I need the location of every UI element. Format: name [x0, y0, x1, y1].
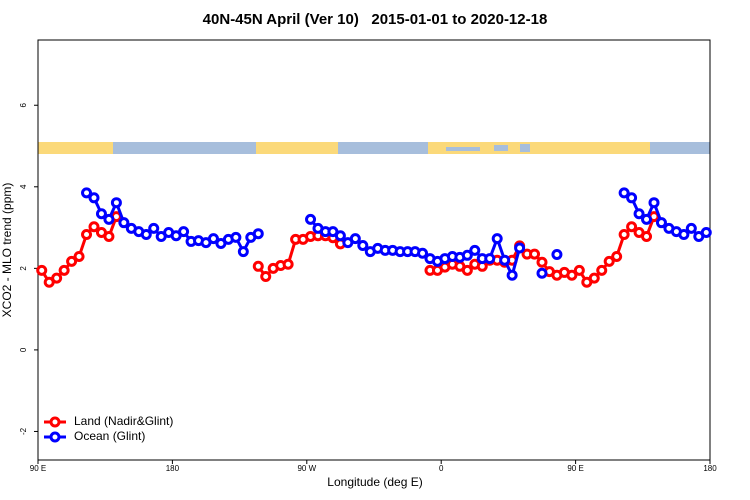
data-point — [484, 253, 496, 265]
land-strip — [38, 142, 113, 154]
x-tick-label: 90 E — [30, 464, 46, 473]
data-point — [207, 233, 219, 245]
data-point — [573, 264, 585, 276]
data-point — [514, 242, 526, 254]
data-point — [655, 217, 667, 229]
data-point — [536, 267, 548, 279]
data-point — [51, 272, 63, 284]
data-point — [230, 231, 242, 243]
data-point — [252, 260, 264, 272]
data-point — [588, 272, 600, 284]
data-point — [685, 222, 697, 234]
data-point — [551, 248, 563, 260]
data-point — [88, 221, 100, 233]
data-point — [118, 217, 130, 229]
data-point — [529, 248, 541, 260]
x-axis-label: Longitude (deg E) — [327, 475, 422, 489]
data-point — [81, 187, 93, 199]
data-point — [461, 249, 473, 261]
land-strip — [256, 142, 338, 154]
data-point — [633, 208, 645, 220]
data-point — [626, 221, 638, 233]
data-point — [237, 246, 249, 258]
data-point — [349, 233, 361, 245]
y-tick-label: 2 — [19, 266, 28, 271]
data-point — [648, 197, 660, 209]
data-point — [178, 226, 190, 238]
data-point — [73, 251, 85, 263]
data-point — [81, 229, 93, 241]
data-point — [566, 269, 578, 281]
data-point — [469, 244, 481, 256]
data-point — [603, 255, 615, 267]
x-tick-label: 90 W — [297, 464, 316, 473]
x-tick-label: 180 — [703, 464, 717, 473]
data-point — [282, 258, 294, 270]
data-point — [641, 213, 653, 225]
y-tick-label: 0 — [19, 347, 28, 352]
data-point — [357, 240, 369, 252]
legend-label: Land (Nadir&Glint) — [74, 414, 173, 428]
plot-frame — [37, 39, 711, 461]
data-point — [103, 213, 115, 225]
ocean-strip — [494, 145, 508, 151]
data-point — [618, 229, 630, 241]
data-point — [88, 192, 100, 204]
data-point — [499, 254, 511, 266]
data-point — [611, 251, 623, 263]
x-tick-label: 90 E — [567, 464, 583, 473]
data-point — [618, 187, 630, 199]
data-point — [95, 208, 107, 220]
legend-label: Ocean (Glint) — [74, 429, 145, 443]
data-point — [140, 229, 152, 241]
legend-marker — [49, 431, 61, 443]
data-point — [641, 231, 653, 243]
legend-marker — [49, 416, 61, 428]
y-tick-label: 4 — [19, 184, 28, 189]
y-tick-label: 6 — [19, 102, 28, 107]
chart-title: 40N-45N April (Ver 10) 2015-01-01 to 202… — [203, 11, 548, 28]
ocean-strip — [446, 147, 480, 151]
x-tick-label: 180 — [166, 464, 180, 473]
data-point — [678, 229, 690, 241]
data-point — [110, 197, 122, 209]
data-point — [536, 256, 548, 268]
land-ocean-strip — [38, 142, 710, 154]
data-point — [252, 228, 264, 240]
data-point — [700, 226, 712, 238]
x-tick-label: 0 — [439, 464, 444, 473]
data-point — [58, 264, 70, 276]
data-point — [506, 269, 518, 281]
data-point — [626, 192, 638, 204]
ocean-strip — [520, 144, 530, 152]
data-point — [596, 264, 608, 276]
data-point — [148, 222, 160, 234]
data-point — [491, 233, 503, 245]
data-point — [103, 231, 115, 243]
data-point — [260, 271, 272, 283]
data-point — [461, 264, 473, 276]
y-tick-label: -2 — [19, 427, 28, 435]
y-axis-label: XCO2 - MLO trend (ppm) — [0, 183, 14, 318]
data-point — [305, 213, 317, 225]
data-point — [417, 247, 429, 259]
data-point — [334, 230, 346, 242]
data-point — [66, 255, 78, 267]
land-strip — [428, 142, 650, 154]
data-point — [36, 264, 48, 276]
